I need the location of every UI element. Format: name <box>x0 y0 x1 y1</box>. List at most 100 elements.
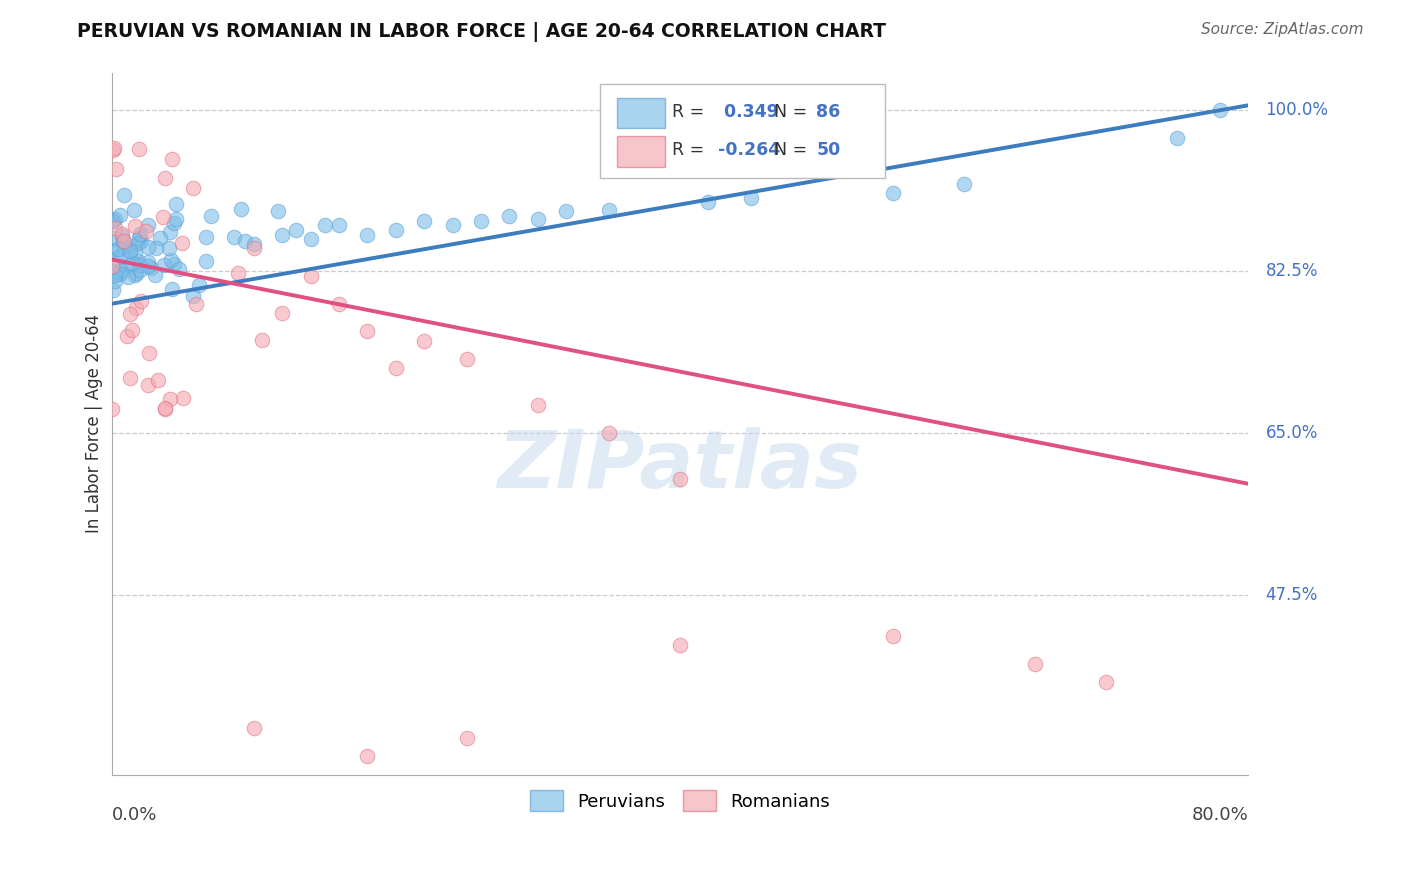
Point <box>160 252 183 267</box>
Point <box>155 401 177 416</box>
Point <box>159 225 181 239</box>
Point <box>697 195 720 210</box>
Point <box>385 223 408 237</box>
Text: 65.0%: 65.0% <box>1265 424 1317 442</box>
Point <box>136 260 159 274</box>
Text: PERUVIAN VS ROMANIAN IN LABOR FORCE | AGE 20-64 CORRELATION CHART: PERUVIAN VS ROMANIAN IN LABOR FORCE | AG… <box>77 22 886 42</box>
Point <box>135 224 157 238</box>
Point <box>129 258 152 272</box>
Point <box>882 629 904 643</box>
Point <box>242 236 264 251</box>
Point <box>299 232 322 246</box>
Point <box>103 268 125 283</box>
Point <box>186 297 208 311</box>
Point <box>231 202 253 216</box>
Point <box>1024 657 1046 671</box>
Point <box>285 223 308 237</box>
Point <box>110 263 132 277</box>
Text: 50: 50 <box>817 141 841 159</box>
Point <box>112 240 135 254</box>
Point <box>128 231 150 245</box>
Point <box>527 398 550 412</box>
Point <box>141 261 163 276</box>
Point <box>155 401 177 416</box>
Text: 47.5%: 47.5% <box>1265 585 1317 604</box>
Point <box>172 235 194 250</box>
Point <box>117 240 139 254</box>
Point <box>194 230 217 244</box>
Point <box>145 241 167 255</box>
Point <box>120 243 142 257</box>
Point <box>107 242 129 256</box>
Point <box>117 269 139 284</box>
Text: R =: R = <box>672 103 704 120</box>
Point <box>120 244 142 259</box>
Point <box>200 209 222 223</box>
Point <box>101 143 124 157</box>
Point <box>129 294 152 309</box>
Point <box>118 258 141 272</box>
Point <box>103 274 125 288</box>
Point <box>271 227 294 242</box>
Point <box>125 266 148 280</box>
Point <box>127 254 149 268</box>
Text: Source: ZipAtlas.com: Source: ZipAtlas.com <box>1201 22 1364 37</box>
Point <box>122 203 145 218</box>
Text: ZIPatlas: ZIPatlas <box>498 427 862 505</box>
Point <box>136 378 159 392</box>
Point <box>1095 675 1118 690</box>
Point <box>162 152 184 166</box>
Point <box>181 181 204 195</box>
Point <box>226 266 249 280</box>
Point <box>163 216 186 230</box>
FancyBboxPatch shape <box>600 84 884 178</box>
Point <box>172 391 194 405</box>
Point <box>149 231 172 245</box>
Text: 0.0%: 0.0% <box>111 806 157 824</box>
Point <box>669 472 692 486</box>
Point <box>470 213 492 227</box>
Point <box>413 213 436 227</box>
Point <box>138 345 160 359</box>
Point <box>740 191 762 205</box>
Point <box>165 197 187 211</box>
Point <box>385 361 408 376</box>
Point <box>124 245 146 260</box>
Point <box>165 211 187 226</box>
Point <box>121 256 143 270</box>
Point <box>266 204 288 219</box>
Point <box>121 323 143 337</box>
Point <box>598 425 620 440</box>
Point <box>669 638 692 652</box>
Point <box>110 227 132 241</box>
Point <box>252 333 274 347</box>
Point <box>527 211 550 226</box>
Point <box>153 171 176 186</box>
Point <box>125 301 148 315</box>
Point <box>103 283 125 297</box>
Point <box>124 268 146 282</box>
Point <box>356 749 378 764</box>
Point <box>111 234 134 248</box>
Point <box>152 210 174 224</box>
Point <box>101 243 124 257</box>
Text: 86: 86 <box>817 103 841 120</box>
Point <box>104 161 127 176</box>
Point <box>103 141 125 155</box>
Point <box>181 289 204 303</box>
Point <box>101 401 124 416</box>
Point <box>328 219 350 233</box>
Text: R =: R = <box>672 141 704 159</box>
Point <box>413 334 436 348</box>
Point <box>105 251 128 265</box>
Point <box>101 266 124 280</box>
FancyBboxPatch shape <box>617 97 665 128</box>
Point <box>356 325 378 339</box>
Point <box>108 208 131 222</box>
Text: N =: N = <box>775 141 807 159</box>
Point <box>101 213 124 227</box>
Point <box>104 220 127 235</box>
FancyBboxPatch shape <box>617 136 665 167</box>
Point <box>1166 130 1188 145</box>
Point <box>882 186 904 200</box>
